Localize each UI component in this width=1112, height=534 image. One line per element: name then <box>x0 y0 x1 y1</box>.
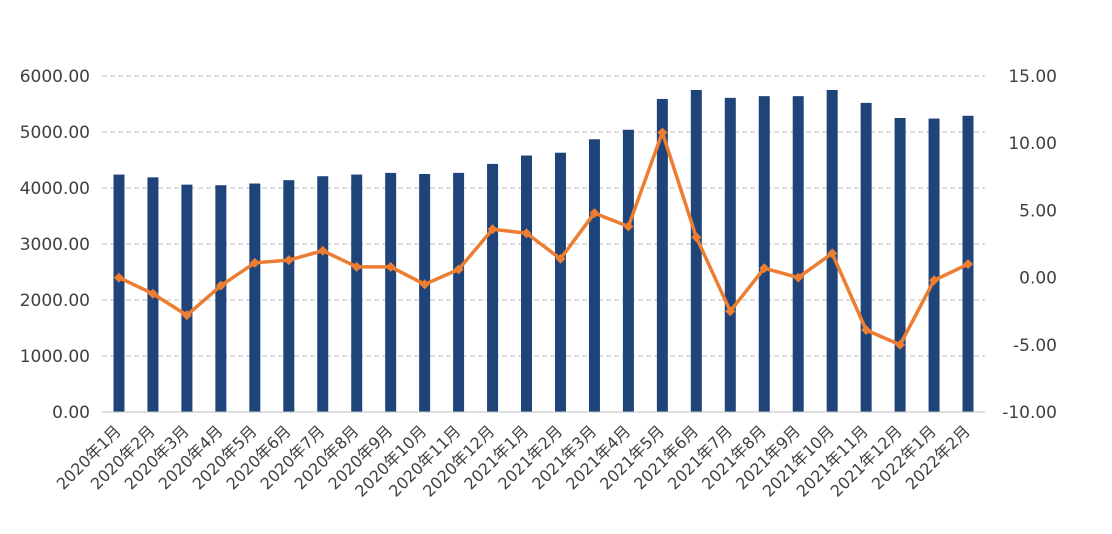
line-point <box>419 279 430 290</box>
bar <box>487 163 499 412</box>
bar <box>385 172 397 412</box>
bar <box>181 184 193 412</box>
left-tick-label: 6000.00 <box>20 67 90 87</box>
left-tick-label: 0.00 <box>52 403 90 423</box>
line-point <box>351 261 362 272</box>
bar <box>656 98 668 413</box>
bar <box>758 96 770 412</box>
bar <box>622 129 634 412</box>
line-point <box>317 245 328 256</box>
bar <box>419 174 431 412</box>
line-point <box>453 264 464 275</box>
left-tick-label: 4000.00 <box>20 179 90 199</box>
line-point <box>793 272 804 283</box>
line-series <box>113 127 974 350</box>
line-point <box>147 288 158 299</box>
line-point <box>487 224 498 235</box>
line-point <box>283 255 294 266</box>
line-point <box>929 275 940 286</box>
left-tick-label: 5000.00 <box>20 123 90 143</box>
bar <box>860 102 872 412</box>
line-point <box>181 310 192 321</box>
line-point <box>725 306 736 317</box>
bar <box>554 152 566 412</box>
left-tick-label: 2000.00 <box>20 291 90 311</box>
line-point <box>657 127 668 138</box>
bar <box>317 176 329 412</box>
bar <box>351 174 363 412</box>
right-tick-label: -10.00 <box>1002 403 1057 423</box>
bar <box>894 118 906 412</box>
line-point <box>827 248 838 259</box>
right-y-axis: -10.00 -5.00 0.00 5.00 10.00 15.00 <box>1002 67 1057 423</box>
line-point <box>691 232 702 243</box>
line-point <box>521 228 532 239</box>
bar <box>690 90 702 412</box>
line-path <box>118 130 969 347</box>
line-point <box>963 259 974 270</box>
bar <box>521 155 533 412</box>
line-point <box>215 280 226 291</box>
left-y-axis: 0.00 1000.00 2000.00 3000.00 4000.00 5000.00 6… <box>20 67 90 423</box>
line-point <box>623 221 634 232</box>
gridlines <box>102 75 985 357</box>
right-tick-label: -5.00 <box>1013 336 1057 356</box>
line-point <box>555 253 566 264</box>
bar <box>249 183 261 412</box>
right-tick-label: 10.00 <box>1008 134 1057 154</box>
bar <box>724 97 736 412</box>
left-tick-label: 1000.00 <box>20 347 90 367</box>
bar <box>792 96 804 412</box>
left-tick-label: 3000.00 <box>20 235 90 255</box>
line-point <box>589 208 600 219</box>
bar <box>215 185 227 412</box>
x-axis-labels: 2020年1月2020年2月2020年3月2020年4月2020年5月2020年… <box>53 421 974 500</box>
bar <box>588 139 600 412</box>
right-tick-label: 0.00 <box>1019 269 1057 289</box>
line-point <box>385 261 396 272</box>
line-point <box>113 272 124 283</box>
bar <box>928 118 940 412</box>
line-point <box>861 325 872 336</box>
line-point <box>895 339 906 350</box>
bar <box>453 172 465 412</box>
line-point <box>759 263 770 274</box>
bar <box>113 174 125 412</box>
right-tick-label: 5.00 <box>1019 201 1057 221</box>
bar-series <box>113 90 974 413</box>
right-tick-label: 15.00 <box>1008 67 1057 87</box>
line-point <box>249 257 260 268</box>
bar <box>283 180 295 412</box>
